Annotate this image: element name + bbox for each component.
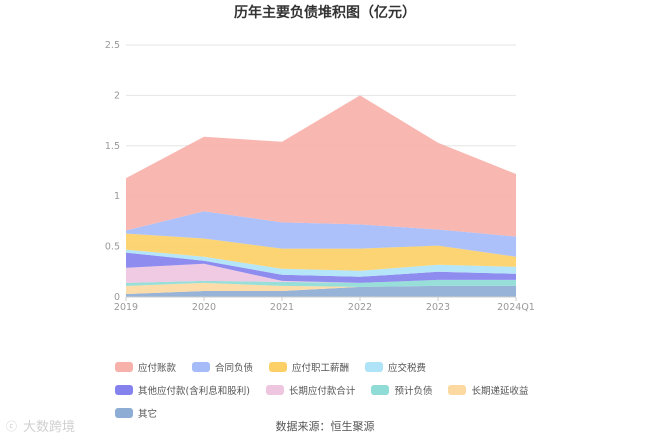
chart-title: 历年主要负债堆积图（亿元） (234, 5, 416, 21)
legend-swatch (115, 362, 133, 372)
x-tick-label: 2023 (426, 302, 450, 313)
legend-swatch (115, 385, 133, 395)
x-tick-label: 2020 (192, 302, 216, 313)
legend-item[interactable]: 应付职工薪酬 (269, 360, 349, 374)
watermark-logo-icon: ⓒ (6, 419, 17, 433)
area-series-应付账款 (126, 95, 516, 237)
legend-swatch (371, 385, 390, 395)
legend-item[interactable]: 应交税费 (365, 360, 426, 374)
legend-item[interactable]: 其他应付款(含利息和股利) (115, 383, 250, 397)
x-tick-label: 2022 (348, 302, 372, 313)
legend-label: 合同负债 (215, 363, 254, 374)
legend-item[interactable]: 长期应付款合计 (265, 383, 356, 397)
legend-item[interactable]: 应付账款 (115, 360, 176, 374)
watermark: ⓒ 大数跨境 (6, 416, 76, 436)
area-series-应付职工薪酬 (126, 233, 516, 271)
legend-item[interactable]: 合同负债 (192, 360, 253, 374)
x-tick-label: 2021 (270, 302, 294, 313)
legend-item[interactable]: 长期递延收益 (448, 383, 528, 397)
legend-swatch (269, 362, 288, 372)
legend-label: 应付职工薪酬 (292, 363, 350, 374)
legend-swatch (192, 362, 211, 372)
data-source: 数据来源：恒生聚源 (275, 420, 375, 433)
legend-item[interactable]: 其它 (115, 406, 157, 420)
legend-swatch (365, 362, 384, 372)
x-tick-label: 2019 (114, 302, 138, 313)
area-series-应交税费 (126, 249, 516, 277)
y-tick-label: 2.5 (105, 40, 120, 51)
axis-layer: 0 0.5 1 1.5 2 2.5 2019 2020 2021 2022 2023 2024Q1 (105, 40, 535, 313)
legend-label: 预计负债 (394, 386, 433, 397)
area-series-其它 (126, 285, 516, 297)
legend-swatch (448, 385, 467, 395)
legend-label: 其它 (138, 409, 158, 420)
watermark-text: 大数跨境 (23, 420, 76, 435)
y-tick-label: 0.5 (105, 242, 120, 253)
legend-label: 长期应付款合计 (288, 386, 356, 397)
area-series-其他应付款(含利息和股利) (126, 252, 516, 283)
legend-swatch (115, 408, 133, 418)
legend-label: 长期递延收益 (471, 386, 529, 397)
legend: 应付账款 合同负债 应付职工薪酬 应交税费其他应付款(含利息和股利) 长期应付款合计 预计… (115, 360, 555, 420)
legend-label: 应付账款 (138, 363, 177, 374)
area-series-长期递延收益 (126, 282, 516, 294)
area-series-长期应付款合计 (126, 263, 516, 283)
area-series-合同负债 (126, 211, 516, 257)
legend-swatch (265, 385, 284, 395)
legend-item[interactable]: 预计负债 (371, 383, 432, 397)
y-tick-label: 0 (114, 292, 120, 303)
x-tick-label: 2024Q1 (497, 302, 535, 313)
y-tick-label: 2 (114, 90, 120, 101)
area-layer (126, 95, 516, 297)
legend-label: 应交税费 (388, 363, 427, 374)
y-tick-label: 1.5 (105, 141, 120, 152)
y-tick-label: 1 (114, 191, 120, 202)
legend-label: 其他应付款(含利息和股利) (138, 386, 250, 397)
area-series-预计负债 (126, 279, 516, 287)
